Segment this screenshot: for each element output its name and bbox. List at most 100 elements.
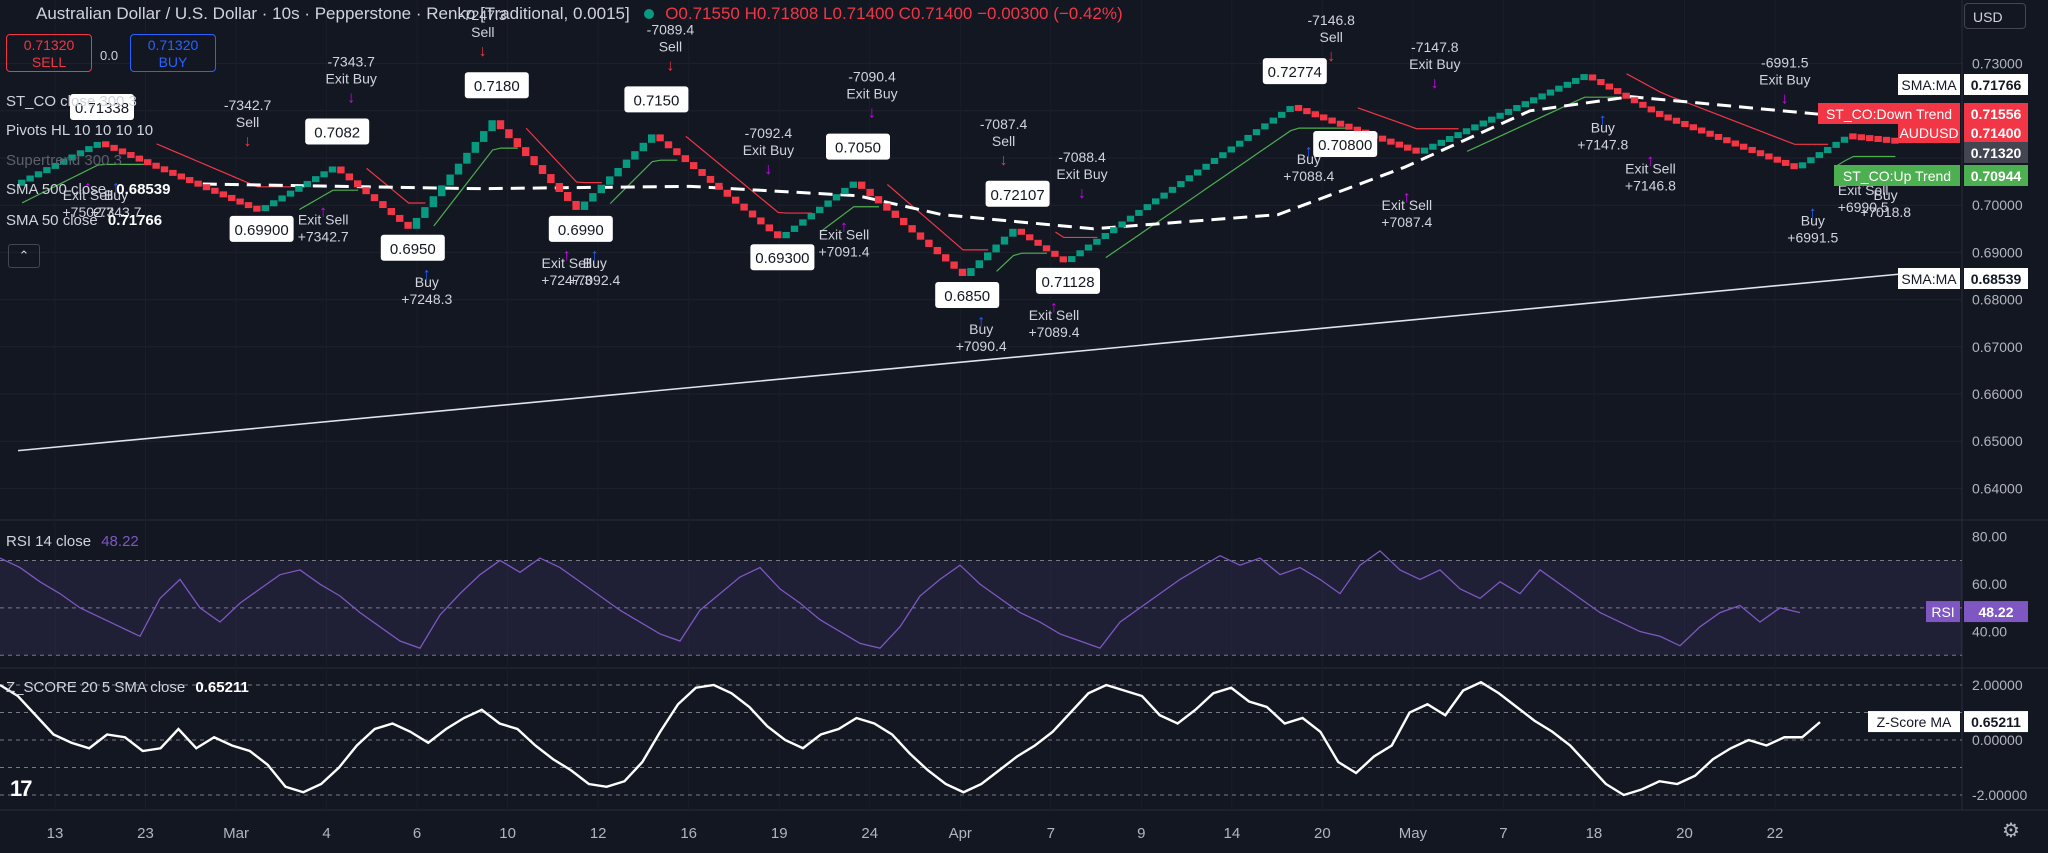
trade-label-16-line1: Exit Sell <box>1029 307 1080 323</box>
legend-rsi[interactable]: RSI 14 close 48.22 <box>6 533 139 550</box>
trade-label-0-line2: +7502.7 <box>63 204 114 220</box>
zscore-line <box>0 680 1821 797</box>
rsi-pane[interactable]: 80.00 60.00 40.00 RSI 48.22 <box>0 529 2028 656</box>
sma50-line <box>202 95 1900 231</box>
price-label-text-2: AUDUSD <box>1899 125 1958 141</box>
renko-brick-36 <box>320 171 328 178</box>
trade-label-17-line2: +7088.4 <box>1283 168 1334 184</box>
legend-zscore[interactable]: Z_SCORE 20 5 SMA close 0.65211 <box>6 679 249 696</box>
trade-arrow-21: ↑ <box>1599 111 1607 128</box>
renko-brick-165 <box>1404 144 1412 151</box>
trade-arrow-0: ↑ <box>84 179 92 196</box>
time-tick-18: 20 <box>1676 825 1693 842</box>
renko-brick-199 <box>1689 124 1697 131</box>
pivot-box-12 <box>1262 58 1327 85</box>
time-tick-0: 13 <box>47 825 64 842</box>
rsi-value-label: 48.22 <box>1978 604 2013 620</box>
renko-brick-181 <box>1538 93 1546 100</box>
trade-label-15-line2: Exit Buy <box>1056 166 1107 182</box>
renko-brick-162 <box>1378 135 1387 142</box>
sma500-line <box>17 273 1900 452</box>
zscore-pane[interactable]: 2.00000 0.00000 -2.00000 Z-Score MA 0.65211 <box>0 677 2028 803</box>
renko-brick-197 <box>1672 117 1681 124</box>
price-tick-9: 0.64000 <box>1972 480 2023 496</box>
buy-button[interactable]: 0.71320 BUY <box>130 34 216 72</box>
trade-label-3-line2: Exit Buy <box>326 70 377 86</box>
renko-brick-203 <box>1723 137 1731 144</box>
renko-brick-20 <box>186 177 194 184</box>
renko-brick-26 <box>236 198 244 205</box>
legend-sma500[interactable]: SMA 500 close 0.68539 <box>6 181 170 198</box>
trade-label-17-line1: Buy <box>1297 151 1321 167</box>
trade-label-6-line2: Sell <box>471 24 494 40</box>
renko-brick-156 <box>1328 117 1336 124</box>
renko-brick-46 <box>404 221 412 229</box>
renko-brick-65 <box>564 191 572 201</box>
trade-arrow-11: ↓ <box>868 105 876 122</box>
renko-brick-22 <box>202 184 211 191</box>
trade-label-12-line1: Exit Sell <box>819 227 870 243</box>
renko-brick-188 <box>1597 79 1605 86</box>
renko-brick-221 <box>1874 135 1882 142</box>
renko-brick-54 <box>471 141 479 153</box>
trade-label-15-line1: -7088.4 <box>1058 149 1106 165</box>
chart-header: Australian Dollar / U.S. Dollar · 10s · … <box>36 4 1123 24</box>
renko-brick-11 <box>110 144 118 151</box>
renko-brick-63 <box>547 174 555 184</box>
renko-brick-107 <box>916 232 925 240</box>
renko-brick-81 <box>698 169 706 176</box>
legend-st-co[interactable]: ST_CO close 300 3 <box>6 93 137 110</box>
pivot-label-3: 0.6950 <box>390 241 436 258</box>
trade-label-13-line2: +7090.4 <box>956 338 1007 354</box>
renko-brick-21 <box>194 180 202 187</box>
legend-supertrend[interactable]: Supertrend 300 3 <box>6 152 122 169</box>
trade-arrow-10: ↓ <box>764 161 772 178</box>
trade-label-22-line2: +7146.8 <box>1625 178 1676 194</box>
renko-brick-89 <box>765 224 773 232</box>
price-label-text-5: SMA:MA <box>1901 271 1957 287</box>
pivot-box-6 <box>624 86 689 113</box>
renko-brick-90 <box>774 231 782 239</box>
renko-brick-114 <box>975 260 983 269</box>
renko-brick-61 <box>530 156 538 166</box>
legend-pivots[interactable]: Pivots HL 10 10 10 10 <box>6 122 154 139</box>
renko-brick-38 <box>337 166 345 174</box>
renko-brick-153 <box>1303 108 1311 115</box>
legend-sma50[interactable]: SMA 50 close 0.71766 <box>6 212 162 229</box>
renko-brick-48 <box>421 207 429 218</box>
zscore-tick-2: -2.00000 <box>1972 787 2027 803</box>
currency-select[interactable]: USD <box>1964 3 2026 29</box>
settings-gear-icon[interactable]: ⚙ <box>2002 820 2020 842</box>
renko-brick-77 <box>664 141 673 149</box>
pivot-label-9: 0.6850 <box>944 288 990 305</box>
collapse-legend-button[interactable]: ⌃ <box>8 244 40 268</box>
renko-brick-97 <box>832 194 841 201</box>
renko-brick-12 <box>118 148 127 155</box>
renko-brick-99 <box>849 181 857 188</box>
trade-label-9-line1: -7089.4 <box>647 21 695 37</box>
renko-brick-168 <box>1429 143 1437 150</box>
trade-label-5-line2: +7248.3 <box>401 291 452 307</box>
supertrend-up-0 <box>21 163 149 204</box>
pivot-box-8 <box>826 133 890 160</box>
renko-brick-18 <box>169 169 177 176</box>
renko-chart[interactable]: 0.71338 0.69900 0.7082 0.6950 0.7180 0.6990 0.… <box>17 7 1911 452</box>
renko-brick-6 <box>68 154 76 161</box>
trade-arrow-1: ↑ <box>112 179 120 196</box>
renko-brick-213 <box>1807 157 1815 164</box>
renko-brick-164 <box>1395 141 1403 148</box>
trade-label-23-line1: Buy <box>1801 212 1825 228</box>
renko-brick-117 <box>1000 236 1009 245</box>
sell-price: 0.71320 <box>23 37 75 53</box>
tradingview-logo-icon[interactable]: 17 <box>10 776 33 801</box>
renko-brick-42 <box>370 194 379 202</box>
symbol-title[interactable]: Australian Dollar / U.S. Dollar · 10s · … <box>36 4 630 23</box>
renko-brick-136 <box>1160 192 1168 199</box>
renko-brick-150 <box>1278 111 1286 118</box>
sell-button[interactable]: 0.71320 SELL <box>6 34 92 72</box>
renko-brick-96 <box>824 200 832 207</box>
renko-brick-214 <box>1815 152 1823 159</box>
time-tick-3: 4 <box>322 825 330 842</box>
renko-brick-204 <box>1731 140 1739 147</box>
renko-brick-118 <box>1009 228 1017 237</box>
